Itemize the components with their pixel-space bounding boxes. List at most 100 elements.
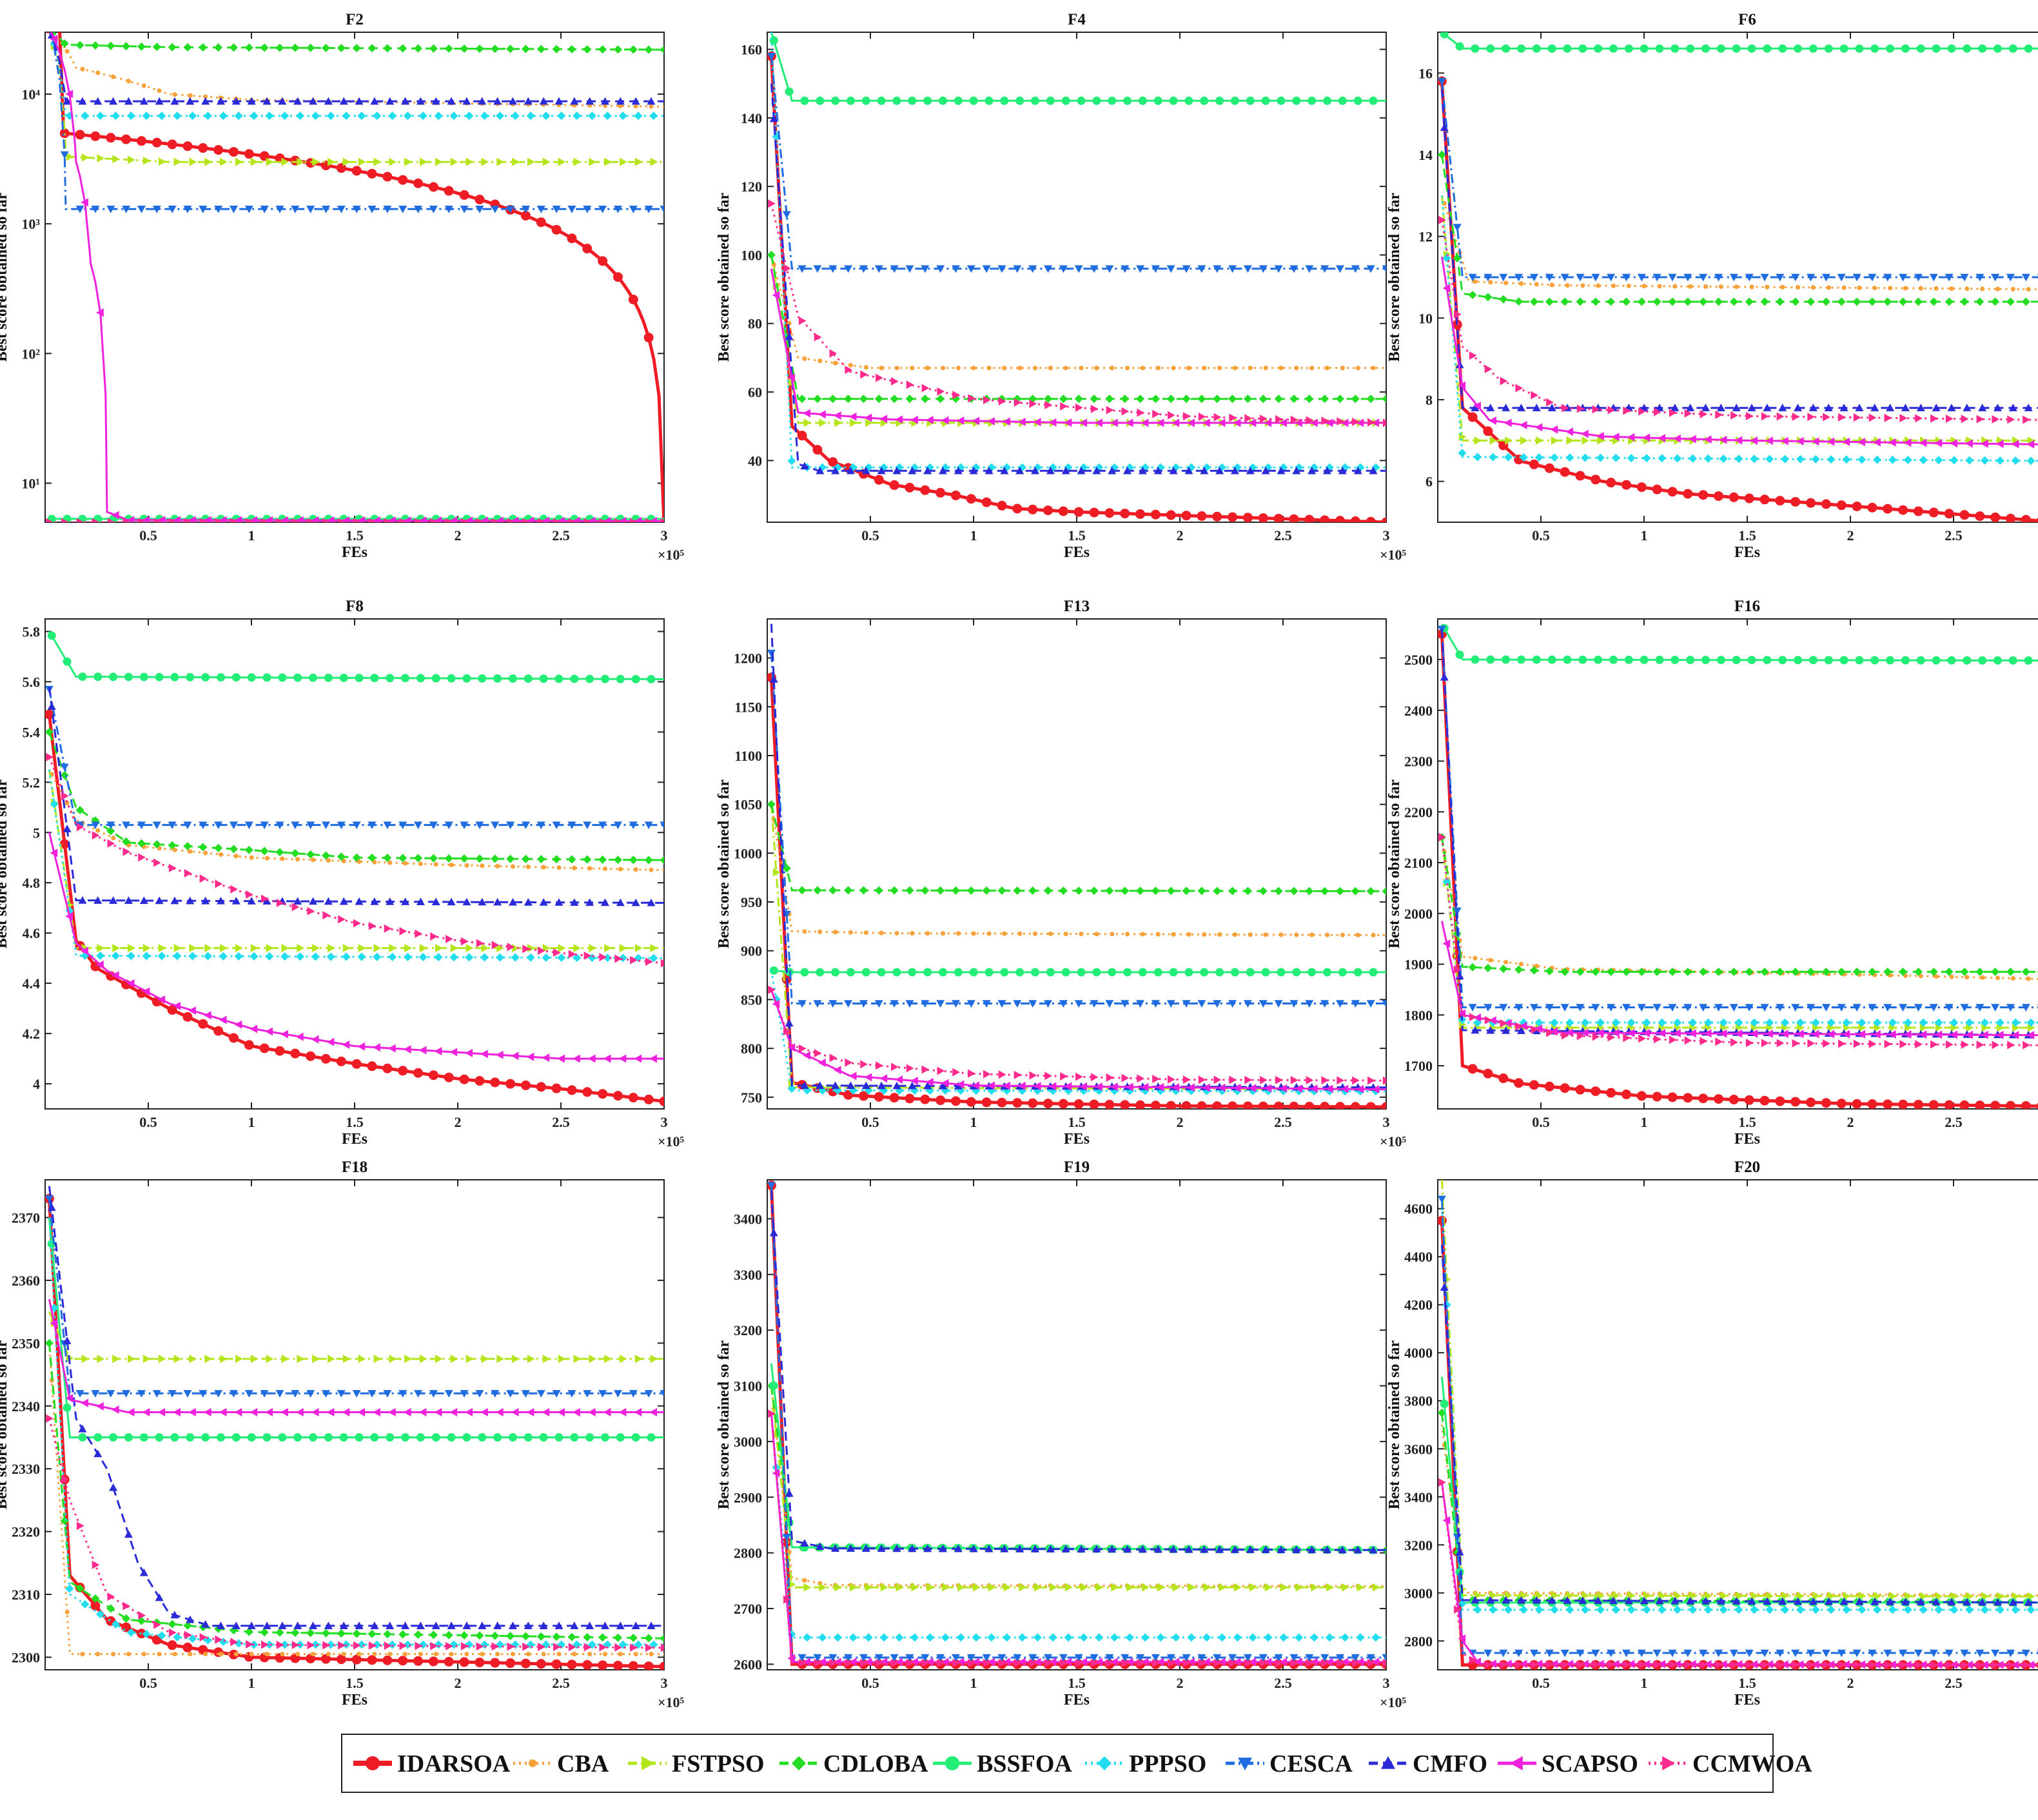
marker-pppso [265,1640,274,1649]
marker-cba [264,856,269,861]
x-tick-label: 2.5 [552,1675,570,1691]
y-tick-label: 2400 [1404,703,1433,719]
marker-ccmwoa [1930,1660,1938,1669]
marker-cmfo [416,1621,425,1629]
marker-idarsoa [1529,1080,1539,1090]
marker-pppso [1857,1605,1867,1614]
marker-idarsoa [459,1657,469,1667]
marker-cesca [398,821,407,830]
marker-cmfo [1123,1545,1132,1553]
marker-cmfo [401,1621,410,1629]
marker-pppso [1473,1605,1482,1614]
marker-cesca [1852,273,1861,282]
marker-cba [2026,287,2031,292]
marker-cba [172,92,177,97]
marker-cdloba [275,43,284,52]
marker-ccmwoa [568,950,576,959]
legend-item-scapso: SCAPSO [1498,1750,1638,1777]
x-tick-label: 2 [1177,1114,1184,1130]
marker-ccmwoa [1684,409,1692,418]
marker-cesca [1136,265,1145,273]
y-tick-label: 14 [1418,147,1433,163]
marker-bssfoa [539,674,548,683]
marker-cmfo [1686,1596,1695,1605]
marker-cesca [629,206,638,213]
marker-cesca [1197,265,1206,273]
marker-cdloba [1945,967,1954,976]
marker-cesca [583,821,592,830]
marker-cesca [75,206,84,213]
marker-pppso [1734,1018,1743,1027]
marker-cdloba [1197,395,1206,404]
plot-area [1437,1179,2038,1670]
marker-cba [1124,366,1130,371]
marker-cmfo [892,466,901,475]
marker-idarsoa [351,166,362,176]
marker-bssfoa [1978,44,1987,53]
marker-bssfoa [1993,656,2002,665]
marker-cesca [244,821,253,830]
marker-ccmwoa [1823,1660,1830,1669]
marker-cmfo [1230,466,1239,475]
marker-idarsoa [1667,487,1678,497]
marker-cesca [1699,1649,1708,1658]
marker-pppso [403,112,412,121]
y-tick-label: 2600 [734,1656,762,1672]
plot-area [767,1179,1387,1670]
marker-cba [233,854,239,859]
marker-bssfoa [1184,96,1193,105]
marker-pppso [111,112,120,121]
legend-item-cmfo: CMFO [1369,1750,1487,1777]
marker-fstpso [266,944,274,953]
marker-cmfo [462,97,471,105]
marker-ccmwoa [1992,1041,2000,1050]
marker-idarsoa [1744,1095,1754,1105]
marker-pppso [1658,454,1667,463]
marker-cba [80,1652,85,1657]
y-tick-label: 3000 [734,1434,762,1450]
marker-idarsoa [1944,509,1954,519]
marker-cdloba [383,1630,392,1639]
marker-fstpso [803,1583,812,1592]
marker-cba [1140,932,1145,937]
marker-cmfo [309,1621,318,1629]
marker-cesca [1576,273,1585,282]
chart-title: F2 [346,11,364,28]
marker-cba [1079,366,1084,371]
marker-idarsoa [1775,1096,1785,1106]
marker-cmfo [954,1544,963,1552]
marker-cdloba [398,1630,407,1639]
marker-pppso [925,1633,934,1642]
marker-pppso [787,456,796,465]
marker-pppso [787,1084,796,1093]
marker-idarsoa [2036,517,2038,522]
marker-cesca [1182,265,1191,273]
chart-title: F8 [346,598,364,615]
marker-cba [1980,286,1985,291]
marker-idarsoa [1043,1099,1053,1109]
marker-idarsoa [244,1040,254,1050]
marker-scapso [972,1658,980,1667]
marker-cesca [1560,1004,1569,1012]
marker-pppso [311,1640,320,1649]
marker-idarsoa [490,1077,500,1088]
marker-bssfoa [585,674,594,683]
marker-fstpso [573,1355,582,1364]
marker-bssfoa [800,968,809,977]
marker-cesca [1259,265,1268,273]
marker-cmfo [539,898,548,906]
marker-ccmwoa [1792,412,1800,421]
marker-fstpso [1126,1583,1134,1592]
marker-scapso [1781,1030,1788,1039]
marker-pppso [1171,1633,1181,1642]
marker-cba [1355,366,1360,371]
marker-cdloba [598,855,607,864]
marker-pppso [557,953,566,962]
marker-idarsoa [198,1019,208,1029]
marker-pppso [1018,1633,1027,1642]
marker-scapso [1658,434,1666,443]
marker-idarsoa [1714,1094,1724,1104]
marker-ccmwoa [1168,411,1175,420]
x-tick-label: 1 [970,527,977,543]
marker-ccmwoa [1653,407,1661,416]
